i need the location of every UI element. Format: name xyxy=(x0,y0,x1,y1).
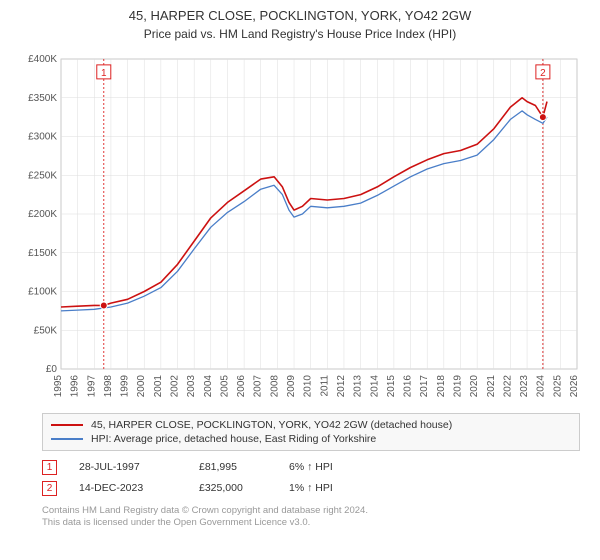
svg-text:£50K: £50K xyxy=(34,325,58,336)
svg-text:£300K: £300K xyxy=(28,131,57,142)
svg-text:£350K: £350K xyxy=(28,93,57,104)
svg-text:£100K: £100K xyxy=(28,286,57,297)
svg-text:£0: £0 xyxy=(46,364,58,375)
transaction-price: £325,000 xyxy=(199,482,289,494)
legend-item: 45, HARPER CLOSE, POCKLINGTON, YORK, YO4… xyxy=(51,418,571,432)
svg-text:2016: 2016 xyxy=(403,374,414,397)
svg-text:2008: 2008 xyxy=(269,374,280,397)
svg-text:1995: 1995 xyxy=(53,374,64,397)
svg-text:2013: 2013 xyxy=(353,374,364,397)
svg-text:2009: 2009 xyxy=(286,374,297,397)
svg-text:£250K: £250K xyxy=(28,170,57,181)
legend-label: 45, HARPER CLOSE, POCKLINGTON, YORK, YO4… xyxy=(91,419,452,431)
transaction-pct: 1% ↑ HPI xyxy=(289,482,369,494)
line-chart: £0 £50K £100K £150K £200K £250K £300K £350K £400… xyxy=(13,49,587,409)
table-row: 1 28-JUL-1997 £81,995 6% ↑ HPI xyxy=(42,457,580,478)
svg-text:2014: 2014 xyxy=(369,374,380,397)
svg-text:2022: 2022 xyxy=(502,374,513,397)
chart-title: 45, HARPER CLOSE, POCKLINGTON, YORK, YO4… xyxy=(10,8,590,25)
svg-text:2012: 2012 xyxy=(336,374,347,397)
svg-text:2017: 2017 xyxy=(419,374,430,397)
svg-text:2011: 2011 xyxy=(319,374,330,396)
svg-text:2005: 2005 xyxy=(219,374,230,397)
chart-plot-area: £0 £50K £100K £150K £200K £250K £300K £350K £400… xyxy=(13,49,587,409)
svg-text:£200K: £200K xyxy=(28,209,57,220)
table-row: 2 14-DEC-2023 £325,000 1% ↑ HPI xyxy=(42,478,580,499)
svg-text:2020: 2020 xyxy=(469,374,480,397)
svg-text:2006: 2006 xyxy=(236,374,247,397)
legend: 45, HARPER CLOSE, POCKLINGTON, YORK, YO4… xyxy=(42,413,580,451)
svg-text:£150K: £150K xyxy=(28,248,57,259)
svg-text:2007: 2007 xyxy=(253,374,264,397)
chart-container: 45, HARPER CLOSE, POCKLINGTON, YORK, YO4… xyxy=(0,0,600,560)
svg-text:1999: 1999 xyxy=(120,374,131,397)
svg-text:2: 2 xyxy=(540,68,546,79)
svg-text:2015: 2015 xyxy=(386,374,397,397)
legend-swatch xyxy=(51,438,83,440)
footer-line: This data is licensed under the Open Gov… xyxy=(42,517,580,529)
svg-text:2000: 2000 xyxy=(136,374,147,397)
svg-text:£400K: £400K xyxy=(28,54,57,65)
svg-text:2003: 2003 xyxy=(186,374,197,397)
svg-text:2002: 2002 xyxy=(170,374,181,397)
svg-text:2021: 2021 xyxy=(486,374,497,397)
transactions-table: 1 28-JUL-1997 £81,995 6% ↑ HPI 2 14-DEC-… xyxy=(42,457,580,499)
svg-text:2018: 2018 xyxy=(436,374,447,397)
transaction-price: £81,995 xyxy=(199,461,289,473)
marker-badge: 1 xyxy=(42,460,57,475)
legend-label: HPI: Average price, detached house, East… xyxy=(91,433,376,445)
transaction-pct: 6% ↑ HPI xyxy=(289,461,369,473)
transaction-date: 14-DEC-2023 xyxy=(79,482,199,494)
svg-text:1998: 1998 xyxy=(103,374,114,397)
footer-attribution: Contains HM Land Registry data © Crown c… xyxy=(42,505,580,530)
svg-text:1996: 1996 xyxy=(70,374,81,397)
svg-text:2001: 2001 xyxy=(153,374,164,397)
svg-text:2025: 2025 xyxy=(552,374,563,397)
svg-text:1997: 1997 xyxy=(86,374,97,397)
svg-text:1: 1 xyxy=(101,68,107,79)
marker-badge: 2 xyxy=(42,481,57,496)
svg-text:2010: 2010 xyxy=(303,374,314,397)
legend-item: HPI: Average price, detached house, East… xyxy=(51,432,571,446)
svg-text:2023: 2023 xyxy=(519,374,530,397)
transaction-date: 28-JUL-1997 xyxy=(79,461,199,473)
svg-text:2004: 2004 xyxy=(203,374,214,397)
svg-text:2026: 2026 xyxy=(569,374,580,397)
svg-text:2019: 2019 xyxy=(452,374,463,397)
footer-line: Contains HM Land Registry data © Crown c… xyxy=(42,505,580,517)
legend-swatch xyxy=(51,424,83,426)
svg-text:2024: 2024 xyxy=(536,374,547,397)
chart-subtitle: Price paid vs. HM Land Registry's House … xyxy=(10,27,590,41)
